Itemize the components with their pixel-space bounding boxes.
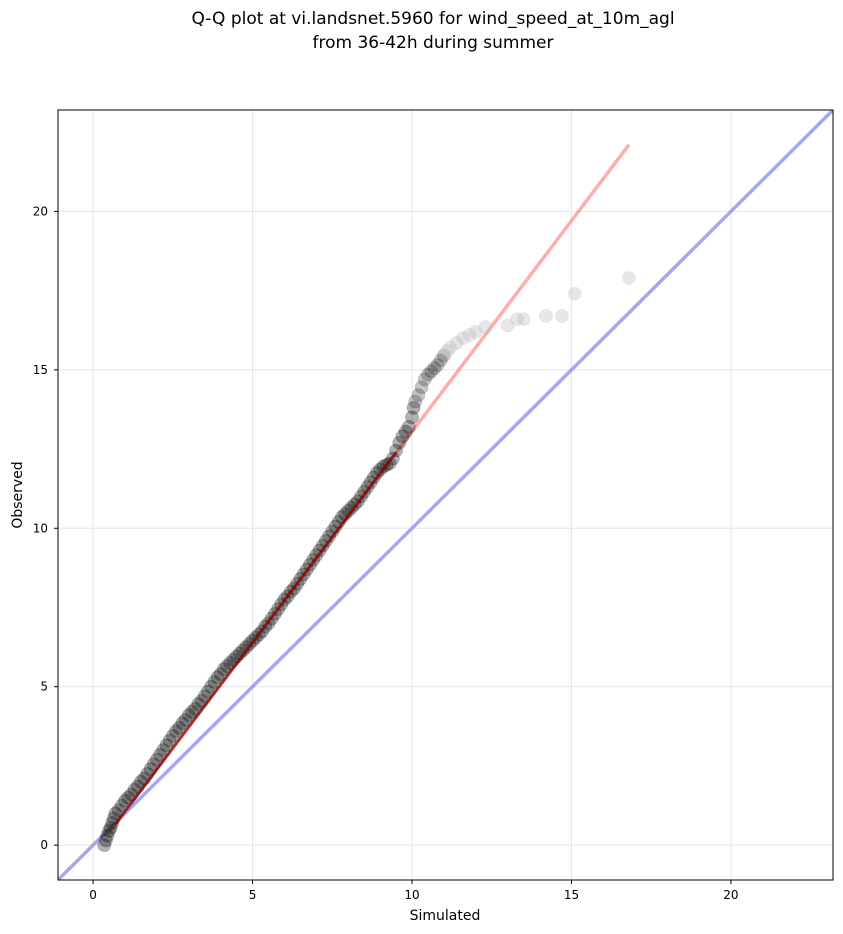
- data-point: [181, 708, 196, 723]
- data-point: [430, 358, 445, 373]
- data-point: [449, 335, 464, 350]
- data-point: [373, 462, 388, 477]
- data-point: [468, 324, 483, 339]
- data-point: [159, 738, 174, 753]
- x-tick-label: 15: [564, 888, 579, 902]
- data-point: [516, 312, 531, 327]
- data-point: [389, 443, 404, 458]
- data-point: [554, 308, 569, 323]
- data-point: [108, 806, 123, 821]
- y-axis-label: Observed: [10, 461, 26, 528]
- x-tick-label: 0: [89, 888, 97, 902]
- data-point: [100, 828, 115, 843]
- data-point: [478, 320, 493, 335]
- data-point: [443, 340, 458, 355]
- data-point: [216, 662, 231, 677]
- data-point: [162, 733, 177, 748]
- data-point: [156, 743, 171, 758]
- data-point: [406, 400, 421, 415]
- data-point: [103, 820, 118, 835]
- plot-frame: [57, 109, 834, 881]
- data-point: [398, 424, 413, 439]
- data-point: [621, 270, 636, 285]
- fit-line-dense-segment: [114, 451, 398, 826]
- data-point: [433, 353, 448, 368]
- data-point: [105, 815, 120, 830]
- data-point: [456, 331, 471, 346]
- data-point: [462, 327, 477, 342]
- data-point: [392, 435, 407, 450]
- data-point: [178, 712, 193, 727]
- data-point: [98, 833, 113, 848]
- data-point: [172, 720, 187, 735]
- series: [58, 110, 833, 880]
- data-point: [500, 318, 515, 333]
- data-point: [210, 670, 225, 685]
- data-point: [363, 475, 378, 490]
- data-point: [204, 679, 219, 694]
- data-point: [538, 308, 553, 323]
- identity-line: [58, 110, 833, 880]
- chart-title-line-2: from 36-42h during summer: [313, 33, 554, 53]
- data-point: [117, 793, 132, 808]
- data-point: [344, 500, 359, 515]
- data-point: [440, 343, 455, 358]
- x-tick-label: 20: [723, 888, 738, 902]
- data-point: [184, 705, 199, 720]
- chart-title-line-1: Q-Q plot at vi.landsnet.5960 for wind_sp…: [191, 9, 674, 29]
- data-point: [207, 674, 222, 689]
- data-point: [417, 372, 432, 387]
- data-point: [315, 538, 330, 553]
- data-point: [510, 312, 525, 327]
- grid: [58, 110, 833, 880]
- y-tick-label: 0: [40, 838, 48, 852]
- data-point: [312, 543, 327, 558]
- x-axis-label: Simulated: [410, 908, 481, 924]
- data-point: [436, 348, 451, 363]
- y-tick-label: 20: [33, 204, 48, 218]
- y-tick-label: 5: [40, 680, 48, 694]
- axis-ticks: 0 5 10 15 20 0 5 10 15 20: [33, 204, 739, 902]
- data-point: [427, 361, 442, 376]
- x-tick-label: 10: [404, 888, 419, 902]
- data-point: [414, 380, 429, 395]
- data-point: [360, 480, 375, 495]
- data-point: [366, 470, 381, 485]
- data-point: [420, 367, 435, 382]
- data-point: [424, 364, 439, 379]
- data-point: [169, 724, 184, 739]
- data-point: [408, 394, 423, 409]
- data-point: [401, 419, 416, 434]
- x-tick-label: 5: [249, 888, 257, 902]
- data-point: [97, 838, 112, 853]
- data-point: [165, 728, 180, 743]
- data-point: [213, 667, 228, 682]
- data-point: [102, 823, 117, 838]
- y-tick-label: 10: [33, 521, 48, 535]
- y-tick-label: 15: [33, 363, 48, 377]
- data-point: [239, 640, 254, 655]
- data-point: [318, 533, 333, 548]
- data-point: [395, 429, 410, 444]
- data-point: [175, 716, 190, 731]
- data-point: [567, 286, 582, 301]
- data-point: [411, 388, 426, 403]
- data-point: [405, 410, 420, 425]
